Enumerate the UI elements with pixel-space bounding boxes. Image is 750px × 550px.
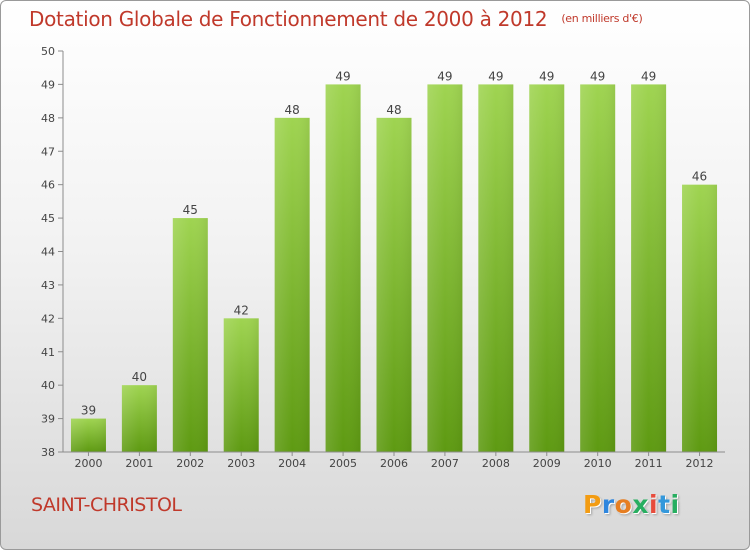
y-tick-label: 39	[41, 413, 55, 426]
x-axis: 2000 2001 2002 2003 2004 2005 2006 2007 2008 2009…	[63, 451, 725, 470]
bar-shade	[682, 184, 718, 452]
bar-shade	[478, 84, 514, 453]
bar-value-label: 46	[692, 170, 707, 184]
x-tick-label: 2004	[278, 457, 306, 470]
bar-value-label: 49	[590, 69, 605, 83]
logo-letter: i	[670, 490, 680, 519]
y-tick-label: 41	[41, 346, 55, 359]
x-tick-label: 2000	[74, 457, 102, 470]
bar-value-label: 48	[285, 103, 300, 117]
logo-letter: i	[649, 490, 659, 519]
bar-shade	[376, 117, 412, 452]
logo-letter: o	[614, 490, 633, 519]
bar-shade	[427, 84, 463, 453]
bar-value-label: 49	[641, 69, 656, 83]
bar-value-label: 49	[335, 69, 350, 83]
bar-shade	[325, 84, 361, 453]
y-tick-label: 40	[41, 379, 55, 392]
chart-title: Dotation Globale de Fonctionnement de 20…	[29, 7, 643, 31]
y-tick-label: 43	[41, 279, 55, 292]
y-tick-label: 44	[41, 246, 55, 259]
x-tick-label: 2011	[635, 457, 663, 470]
bar-shade	[580, 84, 616, 453]
y-tick-label: 42	[41, 312, 55, 325]
y-axis: 38 39 40 41 42 43 44 45 46 47 48 49 50	[41, 45, 64, 459]
bar-value-label: 42	[234, 303, 249, 317]
y-tick-label: 46	[41, 179, 55, 192]
y-tick-label: 47	[41, 145, 55, 158]
logo-letter: r	[601, 490, 615, 519]
bar-shade	[631, 84, 667, 453]
x-tick-label: 2007	[431, 457, 459, 470]
bar-shade	[70, 418, 106, 452]
x-tick-label: 2002	[176, 457, 204, 470]
y-tick-label: 50	[41, 45, 55, 58]
y-tick-label: 38	[41, 446, 55, 459]
y-tick-label: 49	[41, 78, 55, 91]
proxiti-logo: Proxiti	[583, 490, 680, 519]
bar-value-label: 48	[386, 103, 401, 117]
logo-letter: P	[583, 490, 602, 519]
x-tick-label: 2012	[686, 457, 714, 470]
bar-value-label: 39	[81, 404, 96, 418]
bar-value-label: 40	[132, 370, 147, 384]
bar-value-label: 45	[183, 203, 198, 217]
bar-shade	[121, 385, 157, 452]
chart-subtitle: (en milliers d'€)	[561, 12, 643, 25]
bar-value-label: 49	[539, 69, 554, 83]
bar-value-label: 49	[437, 69, 452, 83]
bar-shade	[274, 117, 310, 452]
x-tick-label: 2006	[380, 457, 408, 470]
y-tick-label: 45	[41, 212, 55, 225]
bars: 39 40 45 42 48 49 48 49 49 49 49 49 46	[70, 69, 718, 453]
logo-letter: x	[632, 490, 649, 519]
x-tick-label: 2005	[329, 457, 357, 470]
logo-letter: t	[658, 490, 671, 519]
bar-value-label: 49	[488, 69, 503, 83]
x-tick-label: 2008	[482, 457, 510, 470]
x-tick-label: 2003	[227, 457, 255, 470]
x-tick-label: 2009	[533, 457, 561, 470]
town-name: SAINT-CHRISTOL	[31, 494, 182, 516]
bar-shade	[529, 84, 565, 453]
bar-shade	[223, 318, 259, 452]
x-tick-label: 2010	[584, 457, 612, 470]
bar-shade	[172, 218, 208, 452]
chart-title-text: Dotation Globale de Fonctionnement de 20…	[29, 7, 548, 31]
y-tick-label: 48	[41, 112, 55, 125]
x-tick-label: 2001	[125, 457, 153, 470]
